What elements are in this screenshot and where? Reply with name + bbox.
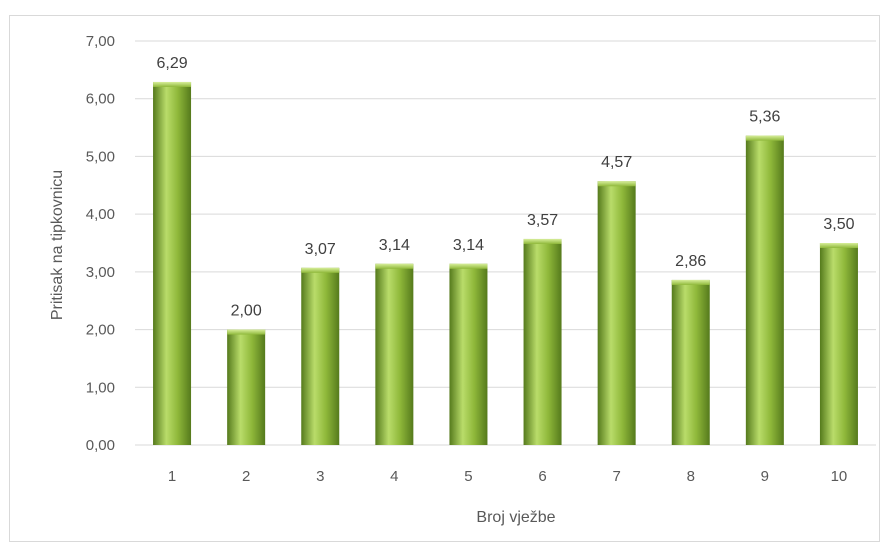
data-label: 3,57 — [527, 212, 558, 229]
data-label: 2,86 — [675, 253, 706, 270]
x-tick-label: 7 — [612, 468, 620, 485]
bar-top-highlight — [819, 243, 858, 248]
data-label: 5,36 — [749, 109, 780, 126]
x-tick-label: 2 — [242, 468, 250, 485]
bar — [227, 329, 266, 445]
bar-top-highlight — [375, 263, 414, 269]
bar — [449, 263, 488, 445]
x-tick-label: 4 — [390, 468, 398, 485]
y-tick-label: 2,00 — [86, 322, 115, 339]
x-tick-label: 10 — [831, 468, 848, 485]
x-axis-ticks: 1 2 3 4 5 6 7 8 9 10 — [168, 468, 847, 485]
data-label: 2,00 — [231, 303, 262, 320]
data-label: 3,50 — [823, 216, 854, 233]
y-tick-label: 6,00 — [86, 91, 115, 108]
bar — [819, 243, 858, 445]
x-tick-label: 6 — [538, 468, 546, 485]
x-tick-label: 1 — [168, 468, 176, 485]
bar — [671, 279, 710, 445]
y-tick-label: 3,00 — [86, 264, 115, 281]
bar-top-highlight — [523, 238, 562, 244]
bar-top-highlight — [745, 135, 784, 141]
y-tick-label: 4,00 — [86, 206, 115, 223]
y-tick-label: 5,00 — [86, 148, 115, 165]
bar — [523, 238, 562, 445]
bars — [153, 81, 858, 445]
y-tick-label: 1,00 — [86, 379, 115, 396]
data-label: 3,07 — [305, 241, 336, 258]
bar-top-highlight — [301, 267, 340, 273]
x-axis-title: Broj vježbe — [476, 509, 555, 526]
x-tick-label: 8 — [687, 468, 695, 485]
bar — [745, 135, 784, 445]
y-tick-label: 0,00 — [86, 437, 115, 454]
data-labels: 6,29 2,00 3,07 3,14 3,14 3,57 4,57 2,86 5,36 3,50 — [156, 55, 854, 320]
bar-top-highlight — [671, 279, 710, 285]
data-label: 3,14 — [379, 237, 410, 254]
y-tick-label: 7,00 — [86, 33, 115, 50]
bar-top-highlight — [449, 263, 488, 269]
bar — [375, 263, 414, 445]
y-axis-title: Pritisak na tipkovnicu — [49, 170, 66, 320]
y-axis-ticks: 0,00 1,00 2,00 3,00 4,00 5,00 6,00 7,00 — [86, 33, 115, 454]
bar-top-highlight — [597, 181, 636, 187]
bar — [597, 181, 636, 445]
bar — [301, 267, 340, 445]
x-tick-label: 9 — [761, 468, 769, 485]
data-label: 4,57 — [601, 154, 632, 171]
bar-top-highlight — [153, 81, 192, 87]
data-label: 3,14 — [453, 237, 484, 254]
data-label: 6,29 — [156, 55, 187, 72]
x-tick-label: 3 — [316, 468, 324, 485]
bar — [153, 81, 192, 445]
bar-top-highlight — [227, 329, 266, 335]
x-tick-label: 5 — [464, 468, 472, 485]
